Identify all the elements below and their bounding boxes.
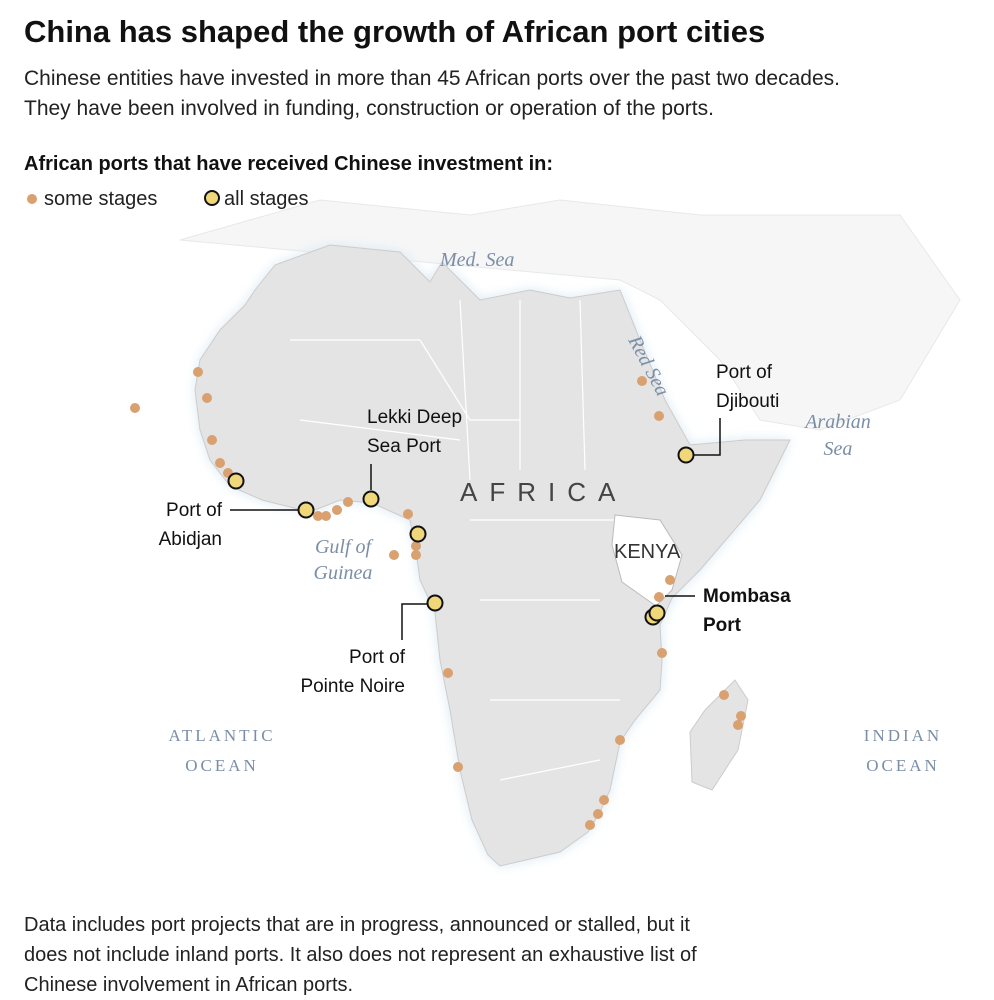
port-label: Lekki Deep Sea Port xyxy=(367,407,462,457)
legend-item: all stages xyxy=(224,188,309,210)
port-dot xyxy=(193,367,203,377)
port-dot xyxy=(411,541,421,551)
map xyxy=(179,199,961,867)
port-dot xyxy=(389,550,399,560)
country-label: KENYA xyxy=(614,541,681,563)
port-dots xyxy=(130,367,746,830)
water-label: INDIAN OCEAN xyxy=(864,726,942,775)
port-label: Port of Abidjan xyxy=(159,500,223,550)
subtitle-line: They have been involved in funding, cons… xyxy=(24,97,714,120)
port-dot xyxy=(207,435,217,445)
legend-title: African ports that have received Chinese… xyxy=(24,153,553,175)
port-dot xyxy=(202,393,212,403)
port-dot xyxy=(313,511,323,521)
port-dot xyxy=(665,575,675,585)
port-dot xyxy=(615,735,625,745)
footnote-line: does not include inland ports. It also d… xyxy=(24,944,697,966)
borders xyxy=(290,299,640,781)
port-dot xyxy=(443,668,453,678)
port-dot-all xyxy=(426,594,444,612)
port-dot xyxy=(719,690,729,700)
port-dot-all xyxy=(648,604,666,622)
port-dot-all xyxy=(362,490,380,508)
water-label: Gulf of Guinea xyxy=(314,536,374,584)
port-dot xyxy=(321,511,331,521)
title: China has shaped the growth of African p… xyxy=(24,14,765,49)
legend-swatch xyxy=(27,194,37,204)
port-label: Port of Pointe Noire xyxy=(300,647,405,697)
port-dot xyxy=(637,376,647,386)
footnote-line: Chinese involvement in African ports. xyxy=(24,974,353,996)
port-dot xyxy=(599,795,609,805)
port-dot xyxy=(657,648,667,658)
water-label: Arabian Sea xyxy=(803,411,871,460)
water-label: Med. Sea xyxy=(439,249,514,271)
connector xyxy=(401,603,427,640)
port-label: Mombasa Port xyxy=(703,586,791,636)
port-dot xyxy=(585,820,595,830)
footnote-line: Data includes port projects that are in … xyxy=(24,914,690,936)
madagascar xyxy=(689,679,749,791)
port-dot-all xyxy=(677,446,695,464)
port-dot-all xyxy=(227,472,245,490)
port-label: Port of Djibouti xyxy=(716,362,779,412)
port-dot xyxy=(411,550,421,560)
port-dot xyxy=(593,809,603,819)
water-label: ATLANTIC OCEAN xyxy=(168,726,275,775)
port-dot-all xyxy=(297,501,315,519)
kenya xyxy=(611,514,683,607)
subtitle-line: Chinese entities have invested in more t… xyxy=(24,67,840,90)
legend-item: some stages xyxy=(44,188,157,210)
port-dot xyxy=(215,458,225,468)
legend-swatch xyxy=(204,190,220,206)
connector xyxy=(694,418,721,456)
port-dot xyxy=(733,720,743,730)
port-dot xyxy=(654,411,664,421)
port-dot xyxy=(736,711,746,721)
port-dot xyxy=(130,403,140,413)
continent-label: AFRICA xyxy=(460,477,627,507)
port-dot xyxy=(453,762,463,772)
port-dot xyxy=(343,497,353,507)
port-dot xyxy=(654,592,664,602)
port-dot xyxy=(332,505,342,515)
port-dot-all xyxy=(409,525,427,543)
port-dot xyxy=(403,509,413,519)
